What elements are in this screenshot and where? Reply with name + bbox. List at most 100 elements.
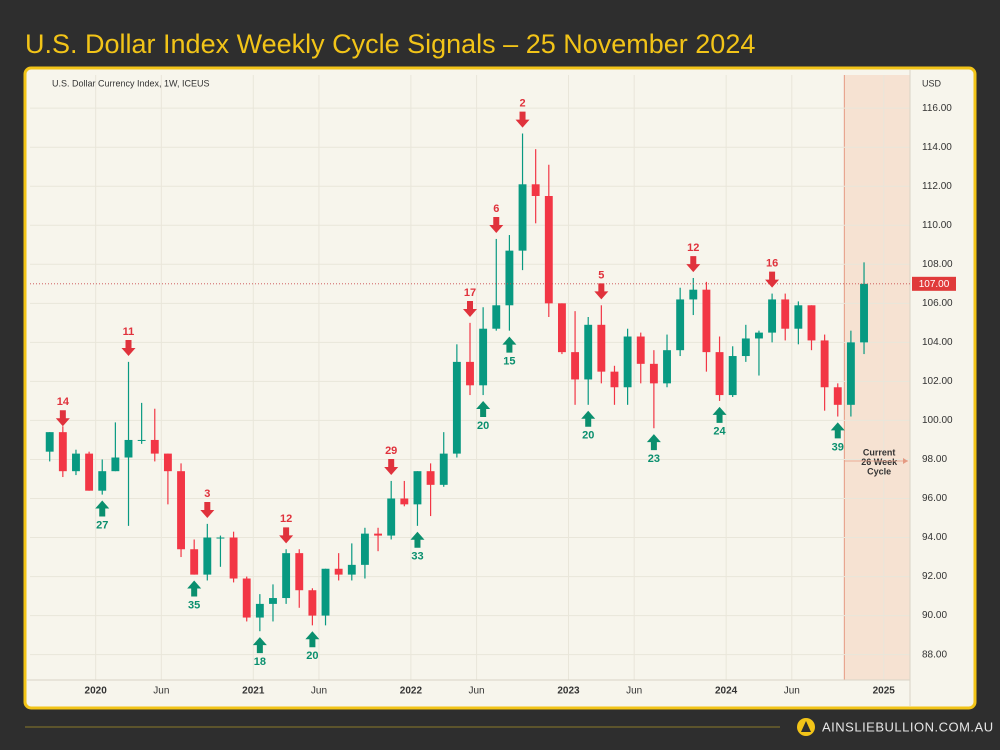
candle-body [229, 537, 238, 579]
signal-arrow-down [121, 339, 136, 356]
cycle-annotation: Cycle [867, 466, 891, 476]
candle-body [374, 533, 382, 536]
signal-weeks: 14 [57, 396, 70, 408]
signal-weeks: 6 [493, 203, 499, 215]
signal-weeks: 20 [477, 420, 489, 432]
y-tick-label: 106.00 [922, 298, 953, 309]
candle-body [98, 471, 107, 491]
signal-weeks: 15 [503, 355, 515, 367]
current-price-label: 107.00 [919, 279, 950, 290]
signal-arrow-up [410, 531, 425, 548]
signal-arrow-down [279, 527, 294, 544]
signal-weeks: 20 [306, 650, 318, 662]
signal-arrow-down [515, 111, 530, 128]
candle-body [610, 371, 619, 388]
candle-body [269, 598, 277, 604]
y-axis-label: USD [922, 78, 942, 88]
y-tick-label: 110.00 [922, 220, 952, 231]
footer-logo-mark [801, 721, 811, 732]
candle-body [150, 439, 159, 454]
signal-arrow-up [252, 637, 267, 654]
candle-body [72, 453, 80, 472]
y-tick-label: 92.00 [922, 571, 947, 582]
candle-body [794, 305, 803, 329]
x-tick-label: Jun [784, 686, 800, 697]
y-tick-label: 108.00 [922, 259, 953, 270]
candle-body [255, 603, 264, 618]
candle-body [649, 363, 658, 384]
signal-weeks: 12 [280, 513, 292, 525]
candle-body [347, 564, 356, 575]
candle-body [571, 352, 580, 380]
candle-body [820, 340, 829, 388]
signal-weeks: 20 [582, 430, 594, 442]
signal-weeks: 29 [385, 445, 397, 457]
x-tick-label: Jun [311, 686, 327, 697]
signal-arrow-up [581, 410, 596, 427]
signal-arrow-down [686, 256, 701, 273]
signal-weeks: 24 [713, 426, 726, 438]
candle-body [387, 498, 396, 536]
candle-body [216, 537, 225, 539]
cycle-annotation: Current [863, 447, 896, 457]
x-tick-label: Jun [469, 686, 485, 697]
candle-body [439, 453, 448, 485]
footer-text: AINSLIEBULLION.COM.AU [822, 719, 994, 734]
candle-body [755, 332, 763, 339]
signal-arrow-up [830, 422, 845, 439]
chart-title: U.S. Dollar Index Weekly Cycle Signals –… [25, 29, 755, 59]
y-tick-label: 102.00 [922, 376, 953, 387]
x-tick-label: 2025 [873, 686, 896, 697]
candle-body [833, 387, 842, 405]
candle-body [111, 457, 120, 472]
y-tick-label: 104.00 [922, 337, 953, 348]
candle-body [426, 471, 435, 485]
current-price-tag [912, 276, 956, 291]
candle-body [597, 324, 606, 372]
plot-area: 88.00 90.00 92.00 94.00 96.00 98.00 100.00 102.… [27, 70, 956, 706]
candle-body [413, 471, 422, 505]
signal-arrow-down [594, 283, 609, 300]
y-tick-label: 116.00 [922, 103, 952, 114]
y-tick-label: 90.00 [922, 610, 947, 621]
y-tick-label: 96.00 [922, 493, 947, 504]
candle-body [308, 590, 317, 616]
x-tick-label: Jun [626, 686, 642, 697]
signal-weeks: 12 [687, 242, 699, 254]
signal-arrow-down [55, 410, 70, 427]
signal-weeks: 2 [519, 98, 525, 110]
y-tick-label: 114.00 [922, 142, 952, 153]
x-tick-label: 2020 [85, 686, 108, 697]
signal-weeks: 18 [254, 656, 266, 668]
candle-body [321, 568, 330, 616]
candle-body [190, 549, 199, 575]
candle-body [400, 498, 409, 505]
signal-arrow-up [646, 434, 661, 451]
candle-body [360, 533, 369, 565]
x-tick-label: 2024 [715, 686, 738, 697]
candle-body [505, 250, 514, 306]
candle-body [137, 439, 146, 441]
candle-body [558, 303, 566, 353]
candle-body [124, 439, 133, 458]
candle-body [689, 289, 698, 300]
chart-subtitle: U.S. Dollar Currency Index, 1W, ICEUS [52, 78, 210, 88]
cycle-region [844, 75, 910, 680]
signal-weeks: 16 [766, 258, 778, 270]
x-tick-label: 2023 [557, 686, 580, 697]
y-tick-label: 94.00 [922, 532, 947, 543]
x-tick-label: 2021 [242, 686, 265, 697]
signal-weeks: 35 [188, 599, 200, 611]
candle-body [492, 305, 501, 329]
candle-body [203, 537, 212, 575]
signal-weeks: 3 [204, 488, 210, 500]
candle-body [544, 196, 553, 304]
candle-body [295, 553, 304, 591]
signal-arrow-down [200, 501, 215, 518]
candle-body [584, 324, 593, 380]
candle-body [334, 568, 343, 575]
signal-arrow-up [712, 406, 727, 423]
candle-body [715, 352, 724, 396]
y-tick-label: 100.00 [922, 415, 953, 426]
signal-arrow-up [305, 631, 320, 648]
